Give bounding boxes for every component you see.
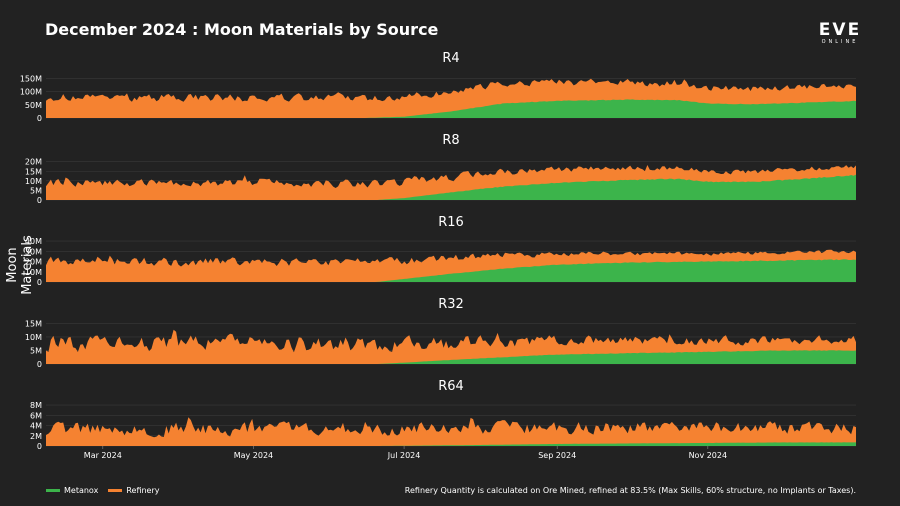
legend-item-refinery[interactable]: Refinery: [108, 486, 160, 495]
legend-label-metanox: Metanox: [64, 486, 99, 495]
y-tick-label-r16: 0: [37, 278, 42, 287]
chart-title: December 2024 : Moon Materials by Source: [45, 20, 439, 39]
y-tick-label-r64: 8M: [30, 401, 42, 410]
y-tick-label-r4: 50M: [25, 101, 42, 110]
metanox-area-r8: [46, 174, 856, 200]
y-tick-label-r16: 20M: [25, 258, 42, 267]
refinery-area-r64: [46, 417, 856, 446]
y-tick-label-r8: 5M: [30, 186, 42, 195]
y-tick-label-r4: 100M: [20, 88, 42, 97]
panel-title-r64: R64: [438, 379, 464, 394]
legend-swatch-refinery: [108, 489, 123, 492]
y-tick-label-r32: 15M: [25, 319, 42, 328]
y-tick-label-r4: 150M: [20, 75, 42, 84]
x-tick-label: Mar 2024: [84, 451, 122, 460]
y-tick-label-r64: 0: [37, 442, 42, 451]
eve-online-logo: EVE ONLINE: [812, 22, 868, 46]
panel-title-r4: R4: [442, 51, 459, 66]
y-tick-label-r16: 30M: [25, 247, 42, 256]
legend-label-refinery: Refinery: [126, 486, 160, 495]
x-tick-label: May 2024: [234, 451, 273, 460]
y-tick-label-r32: 0: [37, 360, 42, 369]
y-tick-label-r8: 10M: [25, 177, 42, 186]
footnote: Refinery Quantity is calculated on Ore M…: [404, 486, 856, 495]
metanox-area-r4: [46, 99, 856, 118]
y-tick-label-r8: 20M: [25, 158, 42, 167]
y-tick-label-r32: 10M: [25, 333, 42, 342]
legend: Metanox Refinery: [46, 486, 160, 495]
x-tick-label: Sep 2024: [538, 451, 576, 460]
panel-title-r16: R16: [438, 215, 464, 230]
y-tick-label-r16: 40M: [25, 237, 42, 246]
panel-title-r8: R8: [442, 133, 459, 148]
y-tick-label-r64: 2M: [30, 432, 42, 441]
y-tick-label-r4: 0: [37, 114, 42, 123]
y-tick-label-r16: 10M: [25, 268, 42, 277]
legend-swatch-metanox: [46, 489, 60, 492]
metanox-area-r64: [46, 442, 856, 446]
y-tick-label-r64: 6M: [30, 411, 42, 420]
y-tick-label-r8: 15M: [25, 167, 42, 176]
y-tick-label-r64: 4M: [30, 422, 42, 431]
metanox-area-r32: [46, 350, 856, 364]
metanox-area-r16: [46, 259, 856, 282]
y-tick-label-r8: 0: [37, 196, 42, 205]
x-tick-label: Nov 2024: [689, 451, 728, 460]
x-tick-label: Jul 2024: [387, 451, 421, 460]
legend-item-metanox[interactable]: Metanox: [46, 486, 98, 495]
logo-sub-text: ONLINE: [821, 39, 859, 45]
logo-main-text: EVE: [818, 20, 862, 40]
y-tick-label-r32: 5M: [30, 346, 42, 355]
panel-title-r32: R32: [438, 297, 464, 312]
